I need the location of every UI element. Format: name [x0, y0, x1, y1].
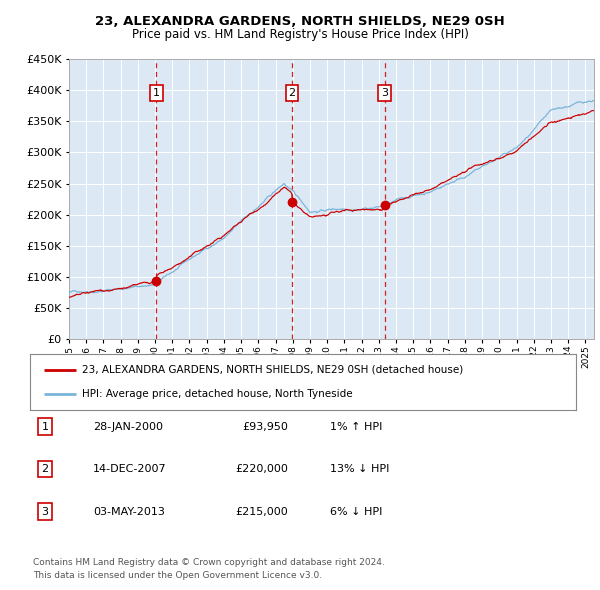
Text: 28-JAN-2000: 28-JAN-2000 [93, 422, 163, 431]
Text: Price paid vs. HM Land Registry's House Price Index (HPI): Price paid vs. HM Land Registry's House … [131, 28, 469, 41]
Text: 2: 2 [289, 88, 296, 99]
Text: Contains HM Land Registry data © Crown copyright and database right 2024.: Contains HM Land Registry data © Crown c… [33, 558, 385, 566]
Text: This data is licensed under the Open Government Licence v3.0.: This data is licensed under the Open Gov… [33, 571, 322, 580]
Text: 1: 1 [153, 88, 160, 99]
Text: 23, ALEXANDRA GARDENS, NORTH SHIELDS, NE29 0SH (detached house): 23, ALEXANDRA GARDENS, NORTH SHIELDS, NE… [82, 365, 463, 375]
Text: 3: 3 [41, 507, 49, 516]
Text: 1: 1 [41, 422, 49, 431]
Text: 6% ↓ HPI: 6% ↓ HPI [330, 507, 382, 516]
Text: £93,950: £93,950 [242, 422, 288, 431]
Text: £215,000: £215,000 [235, 507, 288, 516]
Text: 13% ↓ HPI: 13% ↓ HPI [330, 464, 389, 474]
Text: HPI: Average price, detached house, North Tyneside: HPI: Average price, detached house, Nort… [82, 389, 352, 399]
Text: 2: 2 [41, 464, 49, 474]
Text: £220,000: £220,000 [235, 464, 288, 474]
Text: 3: 3 [381, 88, 388, 99]
Text: 14-DEC-2007: 14-DEC-2007 [93, 464, 167, 474]
Text: 1% ↑ HPI: 1% ↑ HPI [330, 422, 382, 431]
Text: 23, ALEXANDRA GARDENS, NORTH SHIELDS, NE29 0SH: 23, ALEXANDRA GARDENS, NORTH SHIELDS, NE… [95, 15, 505, 28]
Text: 03-MAY-2013: 03-MAY-2013 [93, 507, 165, 516]
